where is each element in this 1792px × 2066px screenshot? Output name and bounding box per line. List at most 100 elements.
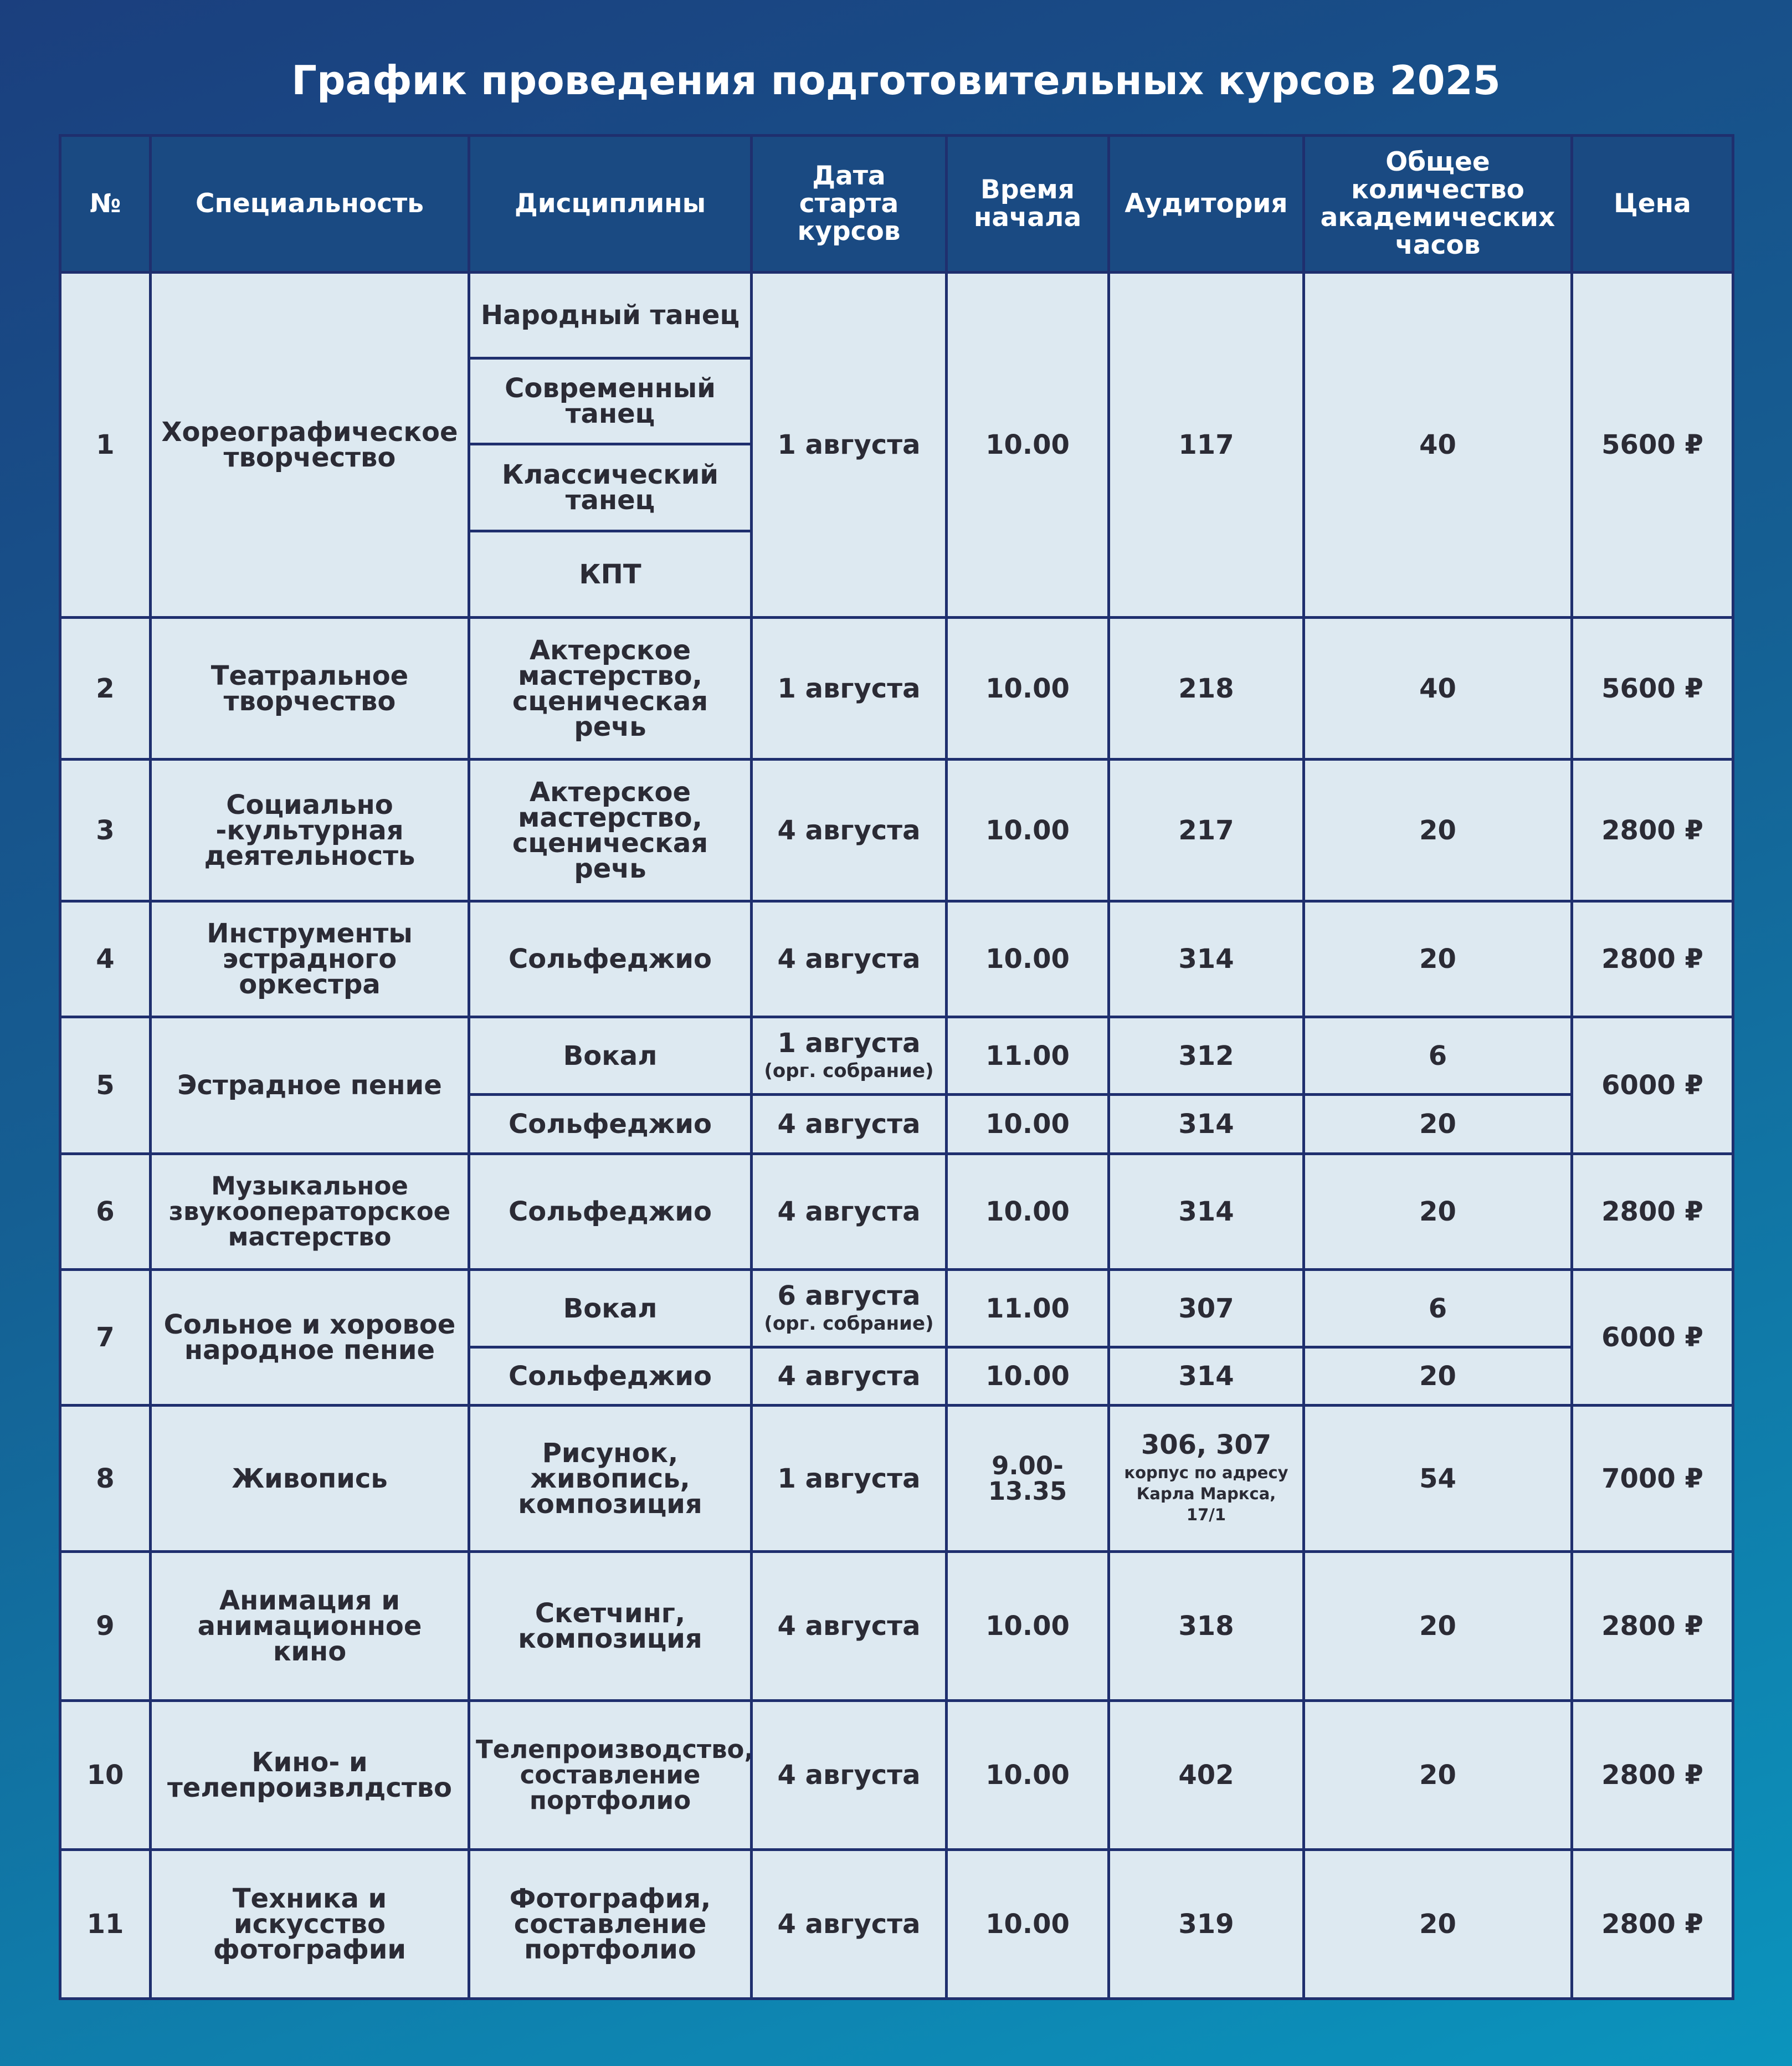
table-row: 11 Техника и искусство фотографии Фотогр…: [59, 1848, 1734, 2000]
row-hours: 6: [1302, 1016, 1573, 1096]
header-row: № Специальность Дисциплины Дата старта к…: [59, 134, 1734, 274]
row-hours: 20: [1302, 1699, 1573, 1851]
row-date-value: 6 августа: [777, 1280, 921, 1311]
row-date: 4 августа: [750, 900, 948, 1018]
row-time: 10.00: [945, 271, 1110, 619]
table-row: 5 Эстрадное пение Вокал 1 августа (орг. …: [59, 1016, 1734, 1155]
row-hours: 20: [1302, 1093, 1573, 1155]
row-date: 4 августа: [750, 1346, 948, 1407]
row-price: 6000 ₽: [1570, 1268, 1734, 1407]
row-num: 3: [59, 758, 152, 903]
header-disciplines: Дисциплины: [468, 134, 753, 274]
row-num: 4: [59, 900, 152, 1018]
row-specialty: Кино- и телепроизвлдство: [149, 1699, 470, 1851]
row-discipline: Актерское мастерство, сценическая речь: [468, 758, 753, 903]
row-discipline: Народный танец: [468, 271, 753, 360]
row-time: 10.00: [945, 616, 1110, 761]
row-time: 11.00: [945, 1016, 1110, 1096]
row-date: 4 августа: [750, 1093, 948, 1155]
row-specialty: Сольное и хоровое народное пение: [149, 1268, 470, 1407]
row-num: 1: [59, 271, 152, 619]
header-start-date: Дата старта курсов: [750, 134, 948, 274]
row-price: 7000 ₽: [1570, 1404, 1734, 1553]
row-date: 4 августа: [750, 758, 948, 903]
row-date: 4 августа: [750, 1848, 948, 2000]
row-time: 10.00: [945, 1152, 1110, 1271]
row-discipline: Вокал: [468, 1268, 753, 1349]
row-num: 10: [59, 1699, 152, 1851]
row-num: 5: [59, 1016, 152, 1155]
table-row: Сольфеджио 4 августа 10.00 314 20: [60, 1093, 1733, 1155]
row-specialty: Эстрадное пение: [149, 1016, 470, 1155]
row-price: 2800 ₽: [1570, 1550, 1734, 1702]
table-row: КПТ: [60, 530, 1733, 619]
row-price: 2800 ₽: [1570, 1848, 1734, 2000]
table-row: 7 Сольное и хоровое народное пение Вокал…: [59, 1268, 1734, 1407]
row-hours: 20: [1302, 1550, 1573, 1702]
table-row: 10 Кино- и телепроизвлдство Телепроизвод…: [59, 1699, 1734, 1851]
row-room: 314: [1107, 1093, 1305, 1155]
row-price: 2800 ₽: [1570, 758, 1734, 903]
row-specialty: Инструменты эстрадного оркестра: [149, 900, 470, 1018]
header-room: Аудитория: [1107, 134, 1305, 274]
row-hours: 20: [1302, 1848, 1573, 2000]
row-specialty: Анимация и анимационное кино: [149, 1550, 470, 1702]
row-num: 7: [59, 1268, 152, 1407]
row-num: 2: [59, 616, 152, 761]
row-date: 1 августа (орг. собрание): [750, 1016, 948, 1096]
row-date: 1 августа: [750, 616, 948, 761]
page-title: График проведения подготовительных курсо…: [291, 57, 1501, 104]
row-num: 6: [59, 1152, 152, 1271]
row-time: 10.00: [945, 758, 1110, 903]
row-date-value: 1 августа: [777, 1027, 921, 1059]
row-price: 5600 ₽: [1570, 271, 1734, 619]
table-row: 3 Социально -культурная деятельность Акт…: [59, 758, 1734, 903]
table-row: 9 Анимация и анимационное кино Скетчинг,…: [59, 1550, 1734, 1702]
row-hours: 40: [1302, 616, 1573, 761]
row-date-note: (орг. собрание): [764, 1312, 934, 1335]
row-discipline: Сольфеджио: [468, 1346, 753, 1407]
row-specialty: Социально -культурная деятельность: [149, 758, 470, 903]
row-discipline: Сольфеджио: [468, 1093, 753, 1155]
header-price: Цена: [1570, 134, 1734, 274]
row-room: 319: [1107, 1848, 1305, 2000]
row-time: 10.00: [945, 1848, 1110, 2000]
row-time: 11.00: [945, 1268, 1110, 1349]
row-date: 1 августа: [750, 271, 948, 619]
row-hours: 54: [1302, 1404, 1573, 1553]
row-room: 314: [1107, 1346, 1305, 1407]
row-time: 10.00: [945, 900, 1110, 1018]
header-num: №: [59, 134, 152, 274]
row-price: 2800 ₽: [1570, 1699, 1734, 1851]
row-date: 4 августа: [750, 1152, 948, 1271]
row-discipline: Современный танец: [468, 357, 753, 445]
row-date: 1 августа: [750, 1404, 948, 1553]
row-time: 10.00: [945, 1550, 1110, 1702]
row-room: 117: [1107, 271, 1305, 619]
table-row: 4 Инструменты эстрадного оркестра Сольфе…: [59, 900, 1734, 1018]
row-time: 10.00: [945, 1699, 1110, 1851]
row-hours: 6: [1302, 1268, 1573, 1349]
row-room: 314: [1107, 1152, 1305, 1271]
table-row: 8 Живопись Рисунок, живопись, композиция…: [59, 1404, 1734, 1553]
row-room: 306, 307 корпус по адресу Карла Маркса, …: [1107, 1404, 1305, 1553]
row-room: 218: [1107, 616, 1305, 761]
row-discipline: Сольфеджио: [468, 1152, 753, 1271]
header-specialty: Специальность: [149, 134, 470, 274]
row-hours: 20: [1302, 758, 1573, 903]
row-time: 10.00: [945, 1346, 1110, 1407]
row-num: 9: [59, 1550, 152, 1702]
row-date-note: (орг. собрание): [764, 1059, 934, 1082]
table-row: Сольфеджио 4 августа 10.00 314 20: [60, 1346, 1733, 1407]
row-room: 307: [1107, 1268, 1305, 1349]
row-time: 10.00: [945, 1093, 1110, 1155]
row-hours: 20: [1302, 1152, 1573, 1271]
row-room: 217: [1107, 758, 1305, 903]
row-discipline: Вокал: [468, 1016, 753, 1096]
table-row: 1 Хореографическое творчество Народный т…: [59, 271, 1734, 619]
row-date: 4 августа: [750, 1550, 948, 1702]
row-room-value: 306, 307: [1141, 1429, 1272, 1460]
row-discipline: Рисунок, живопись, композиция: [468, 1404, 753, 1553]
row-price: 2800 ₽: [1570, 900, 1734, 1018]
